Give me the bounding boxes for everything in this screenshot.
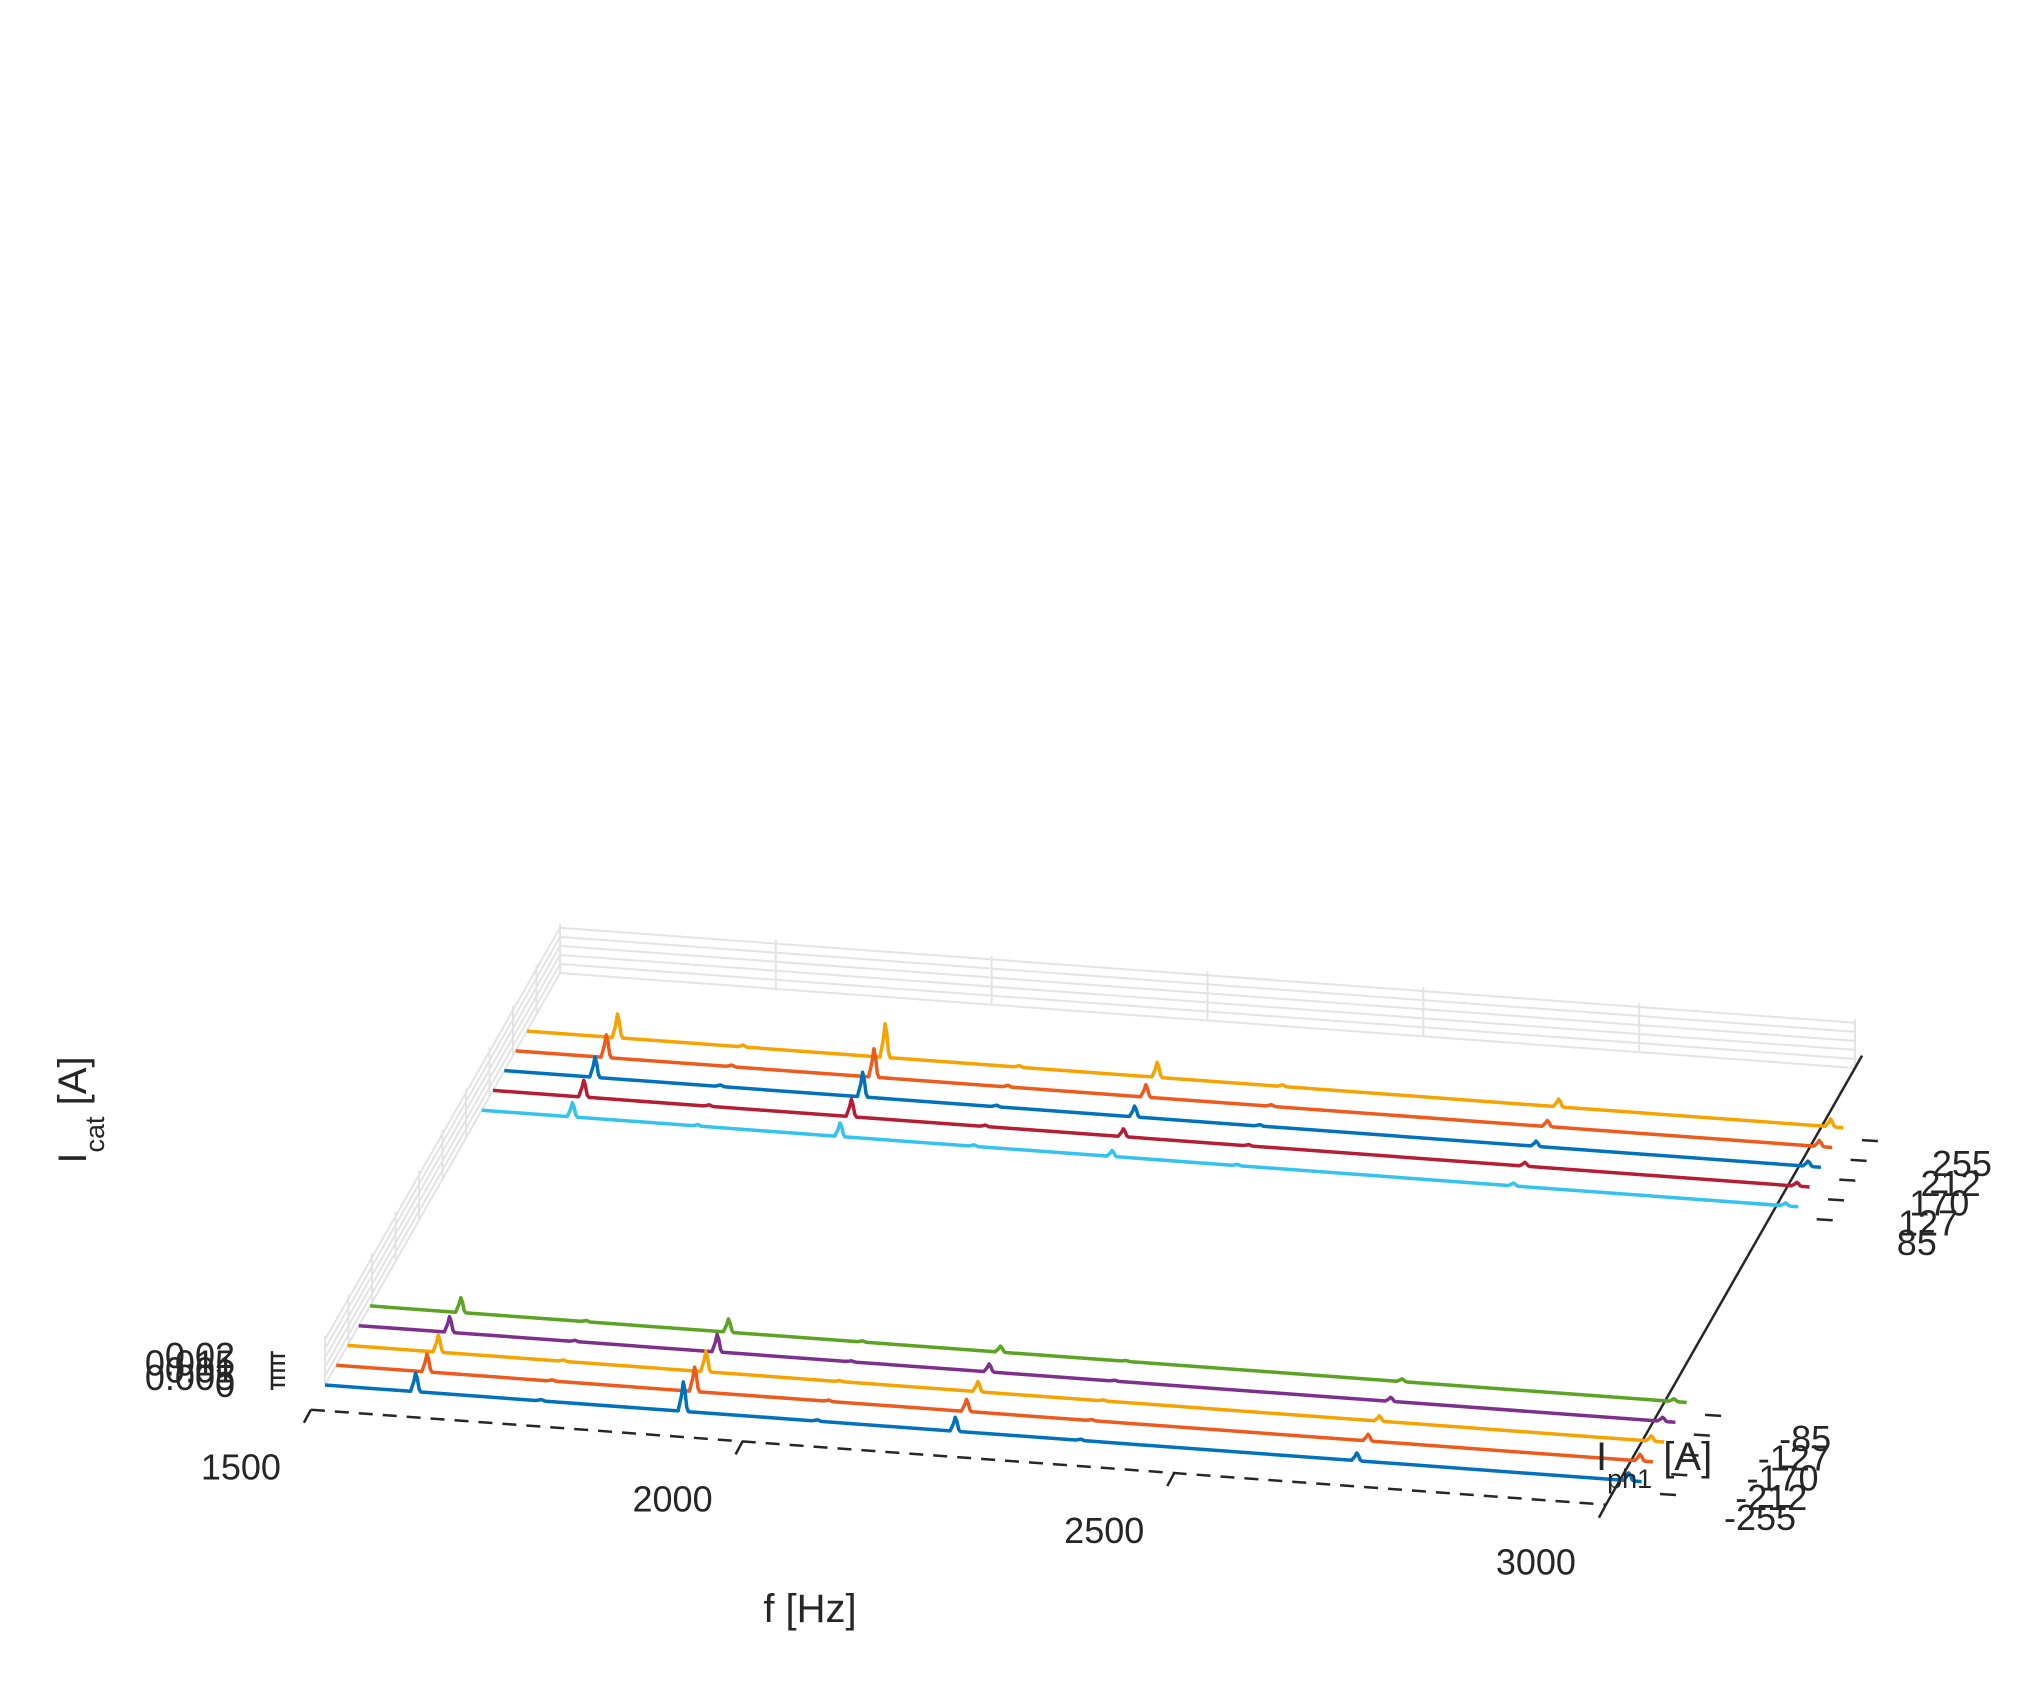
z-tick-label: 0.015 (145, 1342, 235, 1383)
y-axis-line (1604, 1055, 1864, 1506)
y-axis-title-unit: [A] (1652, 1435, 1712, 1479)
chart-series (324, 1012, 1844, 1484)
y-axis-tick (1816, 1217, 1833, 1222)
series-255 (526, 1012, 1844, 1130)
series-line--255 (324, 1371, 1642, 1484)
y-axis-tick (1682, 1453, 1699, 1457)
back-wall-grid-line (559, 962, 1856, 1060)
y-axis-tick (1671, 1472, 1688, 1477)
y-tick-label: 170 (1909, 1183, 1969, 1224)
series-line--85 (369, 1295, 1687, 1405)
series--127 (358, 1314, 1676, 1425)
series-line--212 (336, 1352, 1654, 1464)
z-axis-title-main: I (51, 1152, 95, 1163)
x-axis-tick (1597, 1504, 1608, 1519)
y-axis-tick (1659, 1492, 1677, 1497)
y-axis-title-sub: ph1 (1607, 1464, 1652, 1494)
series--212 (336, 1352, 1654, 1464)
x-tick-label: 2000 (633, 1478, 713, 1519)
z-tick-label: 0.01 (165, 1350, 235, 1391)
series-line-85 (481, 1100, 1799, 1209)
z-tick-label: 0.02 (165, 1335, 235, 1376)
z-tick-label: 0 (215, 1364, 235, 1405)
series-85 (481, 1100, 1799, 1209)
chart-axes (270, 1055, 1878, 1519)
z-axis-title: Icat [A] (51, 1056, 110, 1163)
series--85 (369, 1295, 1687, 1405)
x-axis-tick (734, 1440, 744, 1455)
x-tick-label: 3000 (1496, 1542, 1576, 1583)
y-axis-tick (1861, 1138, 1878, 1143)
series--255 (324, 1371, 1642, 1484)
y-tick-label: -127 (1758, 1438, 1830, 1479)
series-line-127 (492, 1078, 1810, 1189)
y-tick-label: 85 (1897, 1222, 1937, 1263)
y-axis-tick (1693, 1433, 1710, 1437)
y-tick-label: -85 (1779, 1418, 1831, 1459)
y-axis-tick (1827, 1198, 1845, 1202)
back-wall-grid-line (559, 972, 1856, 1069)
x-axis-tick (1166, 1472, 1176, 1487)
y-tick-label: 212 (1921, 1163, 1981, 1204)
y-axis-tick (1705, 1413, 1722, 1418)
y-axis-tick (1839, 1178, 1856, 1182)
y-axis-title: Iph1 [A] (1596, 1435, 1712, 1494)
series-line--170 (347, 1333, 1665, 1444)
series-127 (492, 1078, 1810, 1189)
y-tick-label: 255 (1932, 1143, 1992, 1184)
y-tick-label: -212 (1735, 1477, 1807, 1518)
y-axis-tick (1850, 1158, 1867, 1163)
x-tick-label: 2500 (1064, 1510, 1144, 1551)
series--170 (347, 1333, 1665, 1444)
x-axis-tick (302, 1409, 313, 1424)
x-tick-label: 1500 (201, 1447, 281, 1488)
z-tick-label: 0.005 (145, 1357, 235, 1398)
chart-grid (324, 923, 1856, 1386)
back-wall-grid-line (559, 935, 1856, 1033)
series-170 (504, 1055, 1822, 1169)
x-axis-line (310, 1408, 1606, 1506)
series-line-212 (515, 1033, 1833, 1150)
series-212 (515, 1033, 1833, 1150)
series-line-255 (526, 1012, 1844, 1130)
back-wall-grid-line (559, 944, 1856, 1042)
series-line--127 (358, 1314, 1676, 1425)
z-axis-title-unit: [A] (51, 1056, 95, 1116)
y-tick-label: 127 (1898, 1202, 1958, 1243)
back-wall-grid-line (559, 953, 1856, 1051)
x-axis-title: f [Hz] (763, 1587, 856, 1631)
chart-labels: f [Hz] Iph1 [A] Icat [A] 00.0050.010.015… (51, 1056, 1992, 1631)
z-axis-title-sub: cat (80, 1116, 110, 1153)
y-tick-label: -170 (1747, 1457, 1819, 1498)
series-line-170 (504, 1055, 1822, 1169)
y-axis-title-main: I (1596, 1435, 1607, 1479)
back-wall-grid-line (559, 926, 1856, 1024)
y-tick-label: -255 (1724, 1497, 1796, 1538)
